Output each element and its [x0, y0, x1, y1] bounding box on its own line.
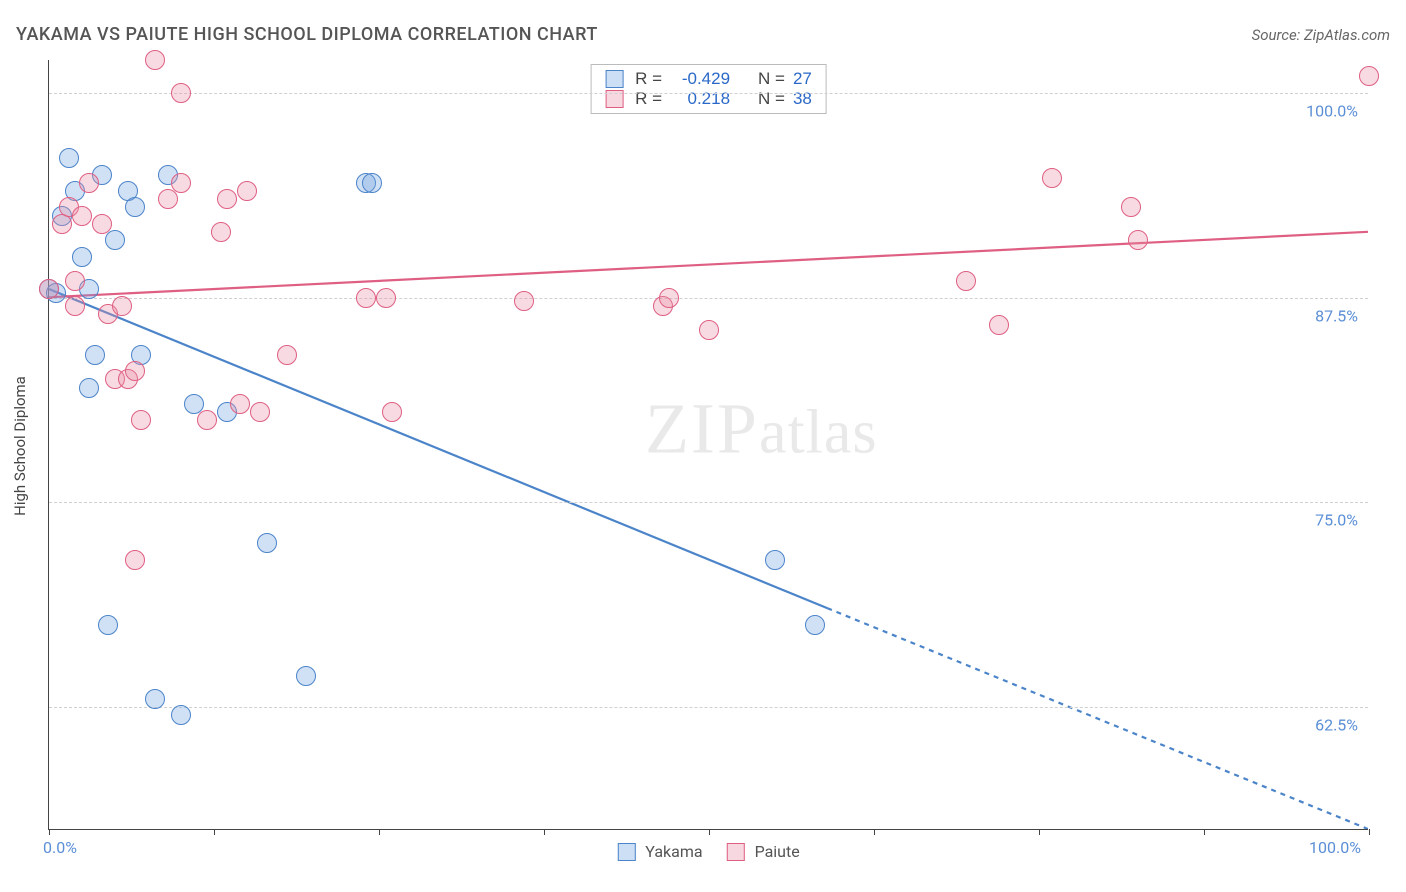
data-point: [230, 394, 250, 414]
x-tick-label: 100.0%: [1309, 838, 1361, 857]
data-point: [1121, 197, 1141, 217]
data-point: [989, 315, 1009, 335]
data-point: [79, 378, 99, 398]
data-point: [1128, 230, 1148, 250]
data-point: [105, 230, 125, 250]
data-point: [237, 181, 257, 201]
data-point: [65, 271, 85, 291]
legend-swatch: [617, 843, 635, 861]
data-point: [659, 288, 679, 308]
data-point: [362, 173, 382, 193]
source-attribution: Source: ZipAtlas.com: [1252, 26, 1390, 44]
data-point: [158, 189, 178, 209]
data-point: [1042, 168, 1062, 188]
data-point: [125, 361, 145, 381]
data-point: [85, 345, 105, 365]
data-point: [217, 189, 237, 209]
gridline-h: [49, 93, 1368, 94]
y-tick-label: 100.0%: [1306, 101, 1358, 120]
series-legend: Yakama Paiute: [617, 842, 799, 861]
data-point: [699, 320, 719, 340]
legend-swatch: [605, 70, 623, 88]
chart-title: YAKAMA VS PAIUTE HIGH SCHOOL DIPLOMA COR…: [16, 24, 598, 45]
data-point: [98, 615, 118, 635]
data-point: [65, 296, 85, 316]
legend-item: Paiute: [727, 842, 800, 861]
x-tick: [1039, 829, 1040, 835]
data-point: [171, 173, 191, 193]
data-point: [296, 666, 316, 686]
data-point: [956, 271, 976, 291]
legend-stat-row: R =-0.429N =27: [605, 69, 812, 89]
trend-lines: [49, 60, 1368, 829]
legend-label: Yakama: [645, 842, 702, 861]
data-point: [145, 50, 165, 70]
data-point: [112, 296, 132, 316]
gridline-h: [49, 298, 1368, 299]
data-point: [197, 410, 217, 430]
x-tick: [709, 829, 710, 835]
x-tick: [49, 829, 50, 835]
x-tick: [1369, 829, 1370, 835]
x-tick: [1204, 829, 1205, 835]
x-tick: [379, 829, 380, 835]
correlation-legend: R =-0.429N =27R =0.218N =38: [590, 64, 827, 114]
data-point: [125, 197, 145, 217]
data-point: [79, 173, 99, 193]
gridline-h: [49, 502, 1368, 503]
data-point: [39, 279, 59, 299]
x-tick-label: 0.0%: [43, 838, 77, 857]
gridline-h: [49, 707, 1368, 708]
data-point: [211, 222, 231, 242]
data-point: [145, 689, 165, 709]
x-tick: [874, 829, 875, 835]
scatter-plot-area: ZIPatlas R =-0.429N =27R =0.218N =38 Yak…: [48, 60, 1368, 830]
legend-item: Yakama: [617, 842, 702, 861]
y-tick-label: 62.5%: [1315, 716, 1358, 735]
data-point: [72, 247, 92, 267]
data-point: [125, 550, 145, 570]
data-point: [171, 83, 191, 103]
y-tick-label: 87.5%: [1315, 306, 1358, 325]
data-point: [1359, 66, 1379, 86]
y-tick-label: 75.0%: [1315, 511, 1358, 530]
data-point: [805, 615, 825, 635]
watermark: ZIPatlas: [645, 388, 878, 471]
data-point: [92, 214, 112, 234]
legend-label: Paiute: [755, 842, 800, 861]
data-point: [257, 533, 277, 553]
y-axis-label: High School Diploma: [11, 376, 29, 516]
legend-swatch: [727, 843, 745, 861]
data-point: [171, 705, 191, 725]
data-point: [765, 550, 785, 570]
data-point: [72, 206, 92, 226]
data-point: [59, 148, 79, 168]
data-point: [514, 291, 534, 311]
data-point: [376, 288, 396, 308]
data-point: [277, 345, 297, 365]
data-point: [250, 402, 270, 422]
data-point: [356, 288, 376, 308]
x-tick: [544, 829, 545, 835]
x-tick: [214, 829, 215, 835]
data-point: [382, 402, 402, 422]
data-point: [131, 410, 151, 430]
